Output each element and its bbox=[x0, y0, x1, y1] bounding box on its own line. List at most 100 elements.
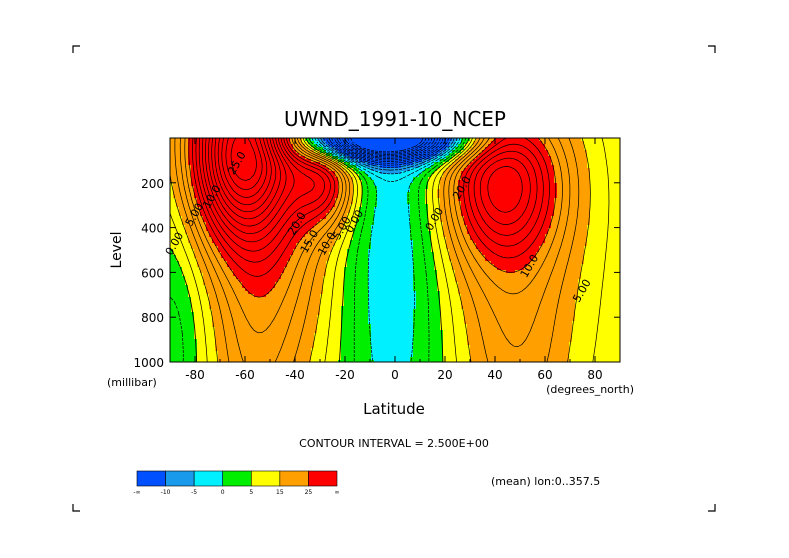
field-cell bbox=[401, 171, 422, 174]
field-cell bbox=[218, 357, 311, 360]
field-cell bbox=[278, 279, 323, 282]
x-tick-label: -20 bbox=[335, 368, 355, 382]
field-cell bbox=[206, 225, 314, 228]
field-cell bbox=[170, 321, 194, 324]
field-cell bbox=[413, 330, 443, 333]
field-cell bbox=[170, 252, 173, 255]
field-cell bbox=[347, 258, 368, 261]
field-cell bbox=[455, 273, 581, 276]
field-cell bbox=[410, 360, 443, 362]
field-cell bbox=[368, 252, 413, 255]
field-cell bbox=[188, 138, 290, 141]
field-cell bbox=[467, 330, 572, 333]
field-cell bbox=[170, 336, 194, 339]
field-cell bbox=[440, 294, 461, 297]
field-cell bbox=[335, 198, 353, 201]
field-cell bbox=[413, 318, 440, 321]
field-cell bbox=[479, 153, 548, 156]
field-cell bbox=[575, 312, 620, 315]
field-cell bbox=[170, 300, 191, 303]
field-cell bbox=[290, 255, 329, 258]
field-cell bbox=[458, 186, 557, 189]
field-cell bbox=[551, 159, 587, 162]
field-cell bbox=[578, 297, 620, 300]
field-cell bbox=[590, 216, 620, 219]
field-cell bbox=[320, 150, 326, 153]
field-cell bbox=[557, 183, 590, 186]
field-cell bbox=[215, 348, 311, 351]
field-cell bbox=[587, 165, 620, 168]
field-cell bbox=[230, 267, 284, 270]
field-cell bbox=[431, 246, 446, 249]
field-cell bbox=[470, 357, 569, 360]
field-cell bbox=[308, 231, 341, 234]
field-cell bbox=[410, 357, 443, 360]
field-cell bbox=[431, 243, 446, 246]
field-cell bbox=[443, 231, 467, 234]
field-cell bbox=[548, 228, 587, 231]
field-cell bbox=[200, 267, 230, 270]
contour-line bbox=[169, 137, 610, 363]
field-cell bbox=[443, 345, 470, 348]
field-cell bbox=[536, 255, 584, 258]
field-cell bbox=[320, 303, 344, 306]
field-cell bbox=[374, 207, 410, 210]
field-cell bbox=[338, 360, 374, 362]
field-cell bbox=[329, 144, 449, 147]
field-cell bbox=[467, 339, 572, 342]
field-cell bbox=[554, 171, 590, 174]
field-cell bbox=[170, 174, 191, 177]
field-cell bbox=[218, 249, 293, 252]
field-cell bbox=[572, 330, 620, 333]
field-cell bbox=[311, 138, 317, 141]
field-cell bbox=[170, 345, 197, 348]
mean-note: (mean) lon:0..357.5 bbox=[491, 475, 600, 488]
field-cell bbox=[350, 204, 362, 207]
colorbar-label: -10 bbox=[161, 489, 171, 496]
field-cell bbox=[434, 264, 452, 267]
field-cell bbox=[218, 351, 311, 354]
field-cell bbox=[341, 342, 371, 345]
contour-line bbox=[202, 137, 531, 243]
field-cell bbox=[428, 204, 440, 207]
field-cell bbox=[539, 246, 584, 249]
field-cell bbox=[344, 291, 368, 294]
field-cell bbox=[590, 219, 620, 222]
field-cell bbox=[197, 201, 335, 204]
field-cell bbox=[428, 207, 440, 210]
field-cell bbox=[545, 234, 587, 237]
field-cell bbox=[413, 243, 431, 246]
field-cell bbox=[212, 315, 317, 318]
field-cell bbox=[182, 267, 200, 270]
field-cell bbox=[350, 156, 431, 159]
colorbar-swatch bbox=[165, 470, 195, 487]
field-cell bbox=[425, 195, 437, 198]
field-cell bbox=[590, 174, 620, 177]
field-cell bbox=[209, 303, 320, 306]
field-cell bbox=[296, 243, 335, 246]
field-cell bbox=[425, 162, 434, 165]
field-cell bbox=[413, 249, 431, 252]
field-cell bbox=[464, 216, 551, 219]
field-cell bbox=[410, 234, 431, 237]
field-cell bbox=[410, 189, 425, 192]
field-cell bbox=[368, 255, 413, 258]
field-cell bbox=[413, 333, 443, 336]
field-cell bbox=[464, 219, 551, 222]
field-cell bbox=[440, 309, 464, 312]
field-cell bbox=[368, 258, 413, 261]
field-cell bbox=[218, 360, 311, 362]
field-cell bbox=[590, 195, 620, 198]
field-cell bbox=[338, 237, 353, 240]
chart-title: UWND_1991-10_NCEP bbox=[284, 107, 506, 131]
x-tick-label: 60 bbox=[537, 368, 552, 382]
field-cell bbox=[413, 264, 434, 267]
field-cell bbox=[581, 264, 620, 267]
field-cell bbox=[467, 228, 548, 231]
field-cell bbox=[428, 177, 440, 180]
field-cell bbox=[194, 186, 338, 189]
field-cell bbox=[425, 168, 437, 171]
field-cell bbox=[440, 306, 461, 309]
colorbar-swatch bbox=[279, 470, 309, 487]
field-cell bbox=[200, 210, 329, 213]
